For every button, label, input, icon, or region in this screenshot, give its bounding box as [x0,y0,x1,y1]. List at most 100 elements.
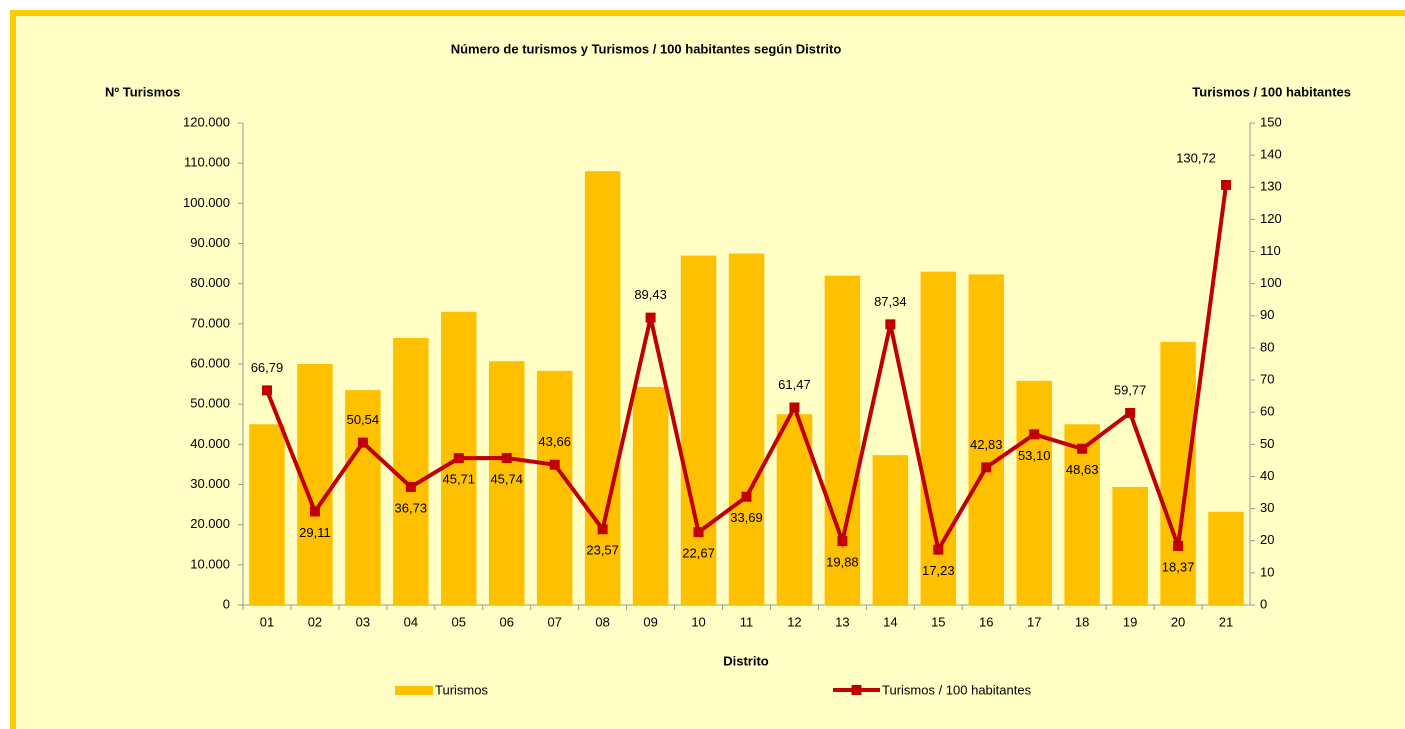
bar [680,255,717,606]
bar [968,274,1005,605]
y-tick-label: 70.000 [190,315,230,330]
x-tick-label: 08 [595,614,609,629]
legend-label: Turismos [435,682,488,697]
x-tick-label: 06 [500,614,514,629]
bar [345,390,381,605]
y2-tick-label: 30 [1260,500,1274,515]
data-label: 42,83 [970,437,1003,452]
x-tick-label: 14 [883,614,897,629]
marker [1029,429,1040,440]
bar [488,361,525,605]
x-tick-label: 12 [787,614,801,629]
marker [885,319,896,330]
bar [1112,486,1148,605]
data-label: 33,69 [730,510,763,525]
y2-axis-title: Turismos / 100 habitantes [1192,84,1351,99]
data-label: 45,71 [443,472,476,487]
marker [501,453,512,464]
y2-tick-label: 50 [1260,436,1274,451]
data-label: 17,23 [922,563,955,578]
marker [549,459,560,470]
marker [453,453,464,464]
marker [1125,407,1136,418]
y-tick-label: 100.000 [183,195,230,210]
y-tick-label: 90.000 [190,235,230,250]
marker [597,524,608,535]
y2-tick-label: 20 [1260,532,1274,547]
data-label: 43,66 [538,434,571,449]
marker [405,481,416,492]
y-axis-title: Nº Turismos [105,84,180,99]
bar [1016,380,1052,605]
bar [824,275,861,605]
bar [249,424,285,605]
y-tick-label: 0 [223,596,230,611]
x-tick-label: 16 [979,614,993,629]
y-tick-label: 60.000 [190,355,230,370]
data-label: 50,54 [347,412,380,427]
bar [584,171,621,605]
bar [920,271,957,605]
y-tick-label: 30.000 [190,476,230,491]
y2-tick-label: 70 [1260,372,1274,387]
y2-tick-label: 120 [1260,211,1282,226]
y2-tick-label: 150 [1260,114,1282,129]
x-tick-label: 04 [404,614,418,629]
x-tick-label: 02 [308,614,322,629]
y-tick-label: 110.000 [184,155,230,170]
bar [872,455,909,605]
data-label: 66,79 [251,360,284,375]
y2-tick-label: 130 [1260,179,1282,194]
y-tick-label: 10.000 [190,556,230,571]
y-tick-label: 50.000 [190,396,230,411]
data-label: 53,10 [1018,448,1051,463]
marker [261,385,272,396]
data-label: 48,63 [1066,462,1099,477]
data-label: 22,67 [682,546,715,561]
x-tick-label: 18 [1075,614,1089,629]
bar [632,386,669,605]
y2-tick-label: 80 [1260,339,1274,354]
legend-swatch [395,686,433,695]
data-label: 89,43 [634,287,667,302]
legend-marker [851,685,862,695]
marker [1221,179,1232,190]
data-label: 130,72 [1176,150,1216,165]
y-tick-label: 80.000 [190,275,230,290]
x-tick-label: 09 [643,614,657,629]
marker [309,506,320,517]
marker [1077,443,1088,454]
marker [693,527,704,538]
x-tick-label: 21 [1219,614,1233,629]
marker [741,491,752,502]
x-tick-label: 19 [1123,614,1137,629]
y2-tick-label: 40 [1260,468,1274,483]
data-label: 59,77 [1114,382,1147,397]
marker [357,437,368,448]
x-tick-label: 17 [1027,614,1041,629]
marker [981,462,992,473]
marker [789,402,800,413]
x-tick-label: 15 [931,614,945,629]
marker [837,536,848,547]
chart-title: Número de turismos y Turismos / 100 habi… [451,41,842,56]
y-tick-label: 20.000 [190,516,230,531]
bar [728,253,765,605]
x-tick-label: 11 [740,614,754,629]
x-tick-label: 07 [547,614,561,629]
bar [1064,424,1100,605]
y2-tick-label: 10 [1260,564,1274,579]
x-tick-label: 20 [1171,614,1185,629]
data-label: 19,88 [826,555,859,570]
y2-tick-label: 140 [1260,147,1282,162]
data-label: 45,74 [490,471,523,486]
marker [645,312,656,323]
data-label: 23,57 [586,543,619,558]
y-tick-label: 40.000 [190,436,230,451]
bar [1160,341,1196,605]
data-label: 87,34 [874,294,907,309]
data-label: 36,73 [395,500,428,515]
marker [1173,540,1184,551]
x-axis-title: Distrito [723,653,769,668]
